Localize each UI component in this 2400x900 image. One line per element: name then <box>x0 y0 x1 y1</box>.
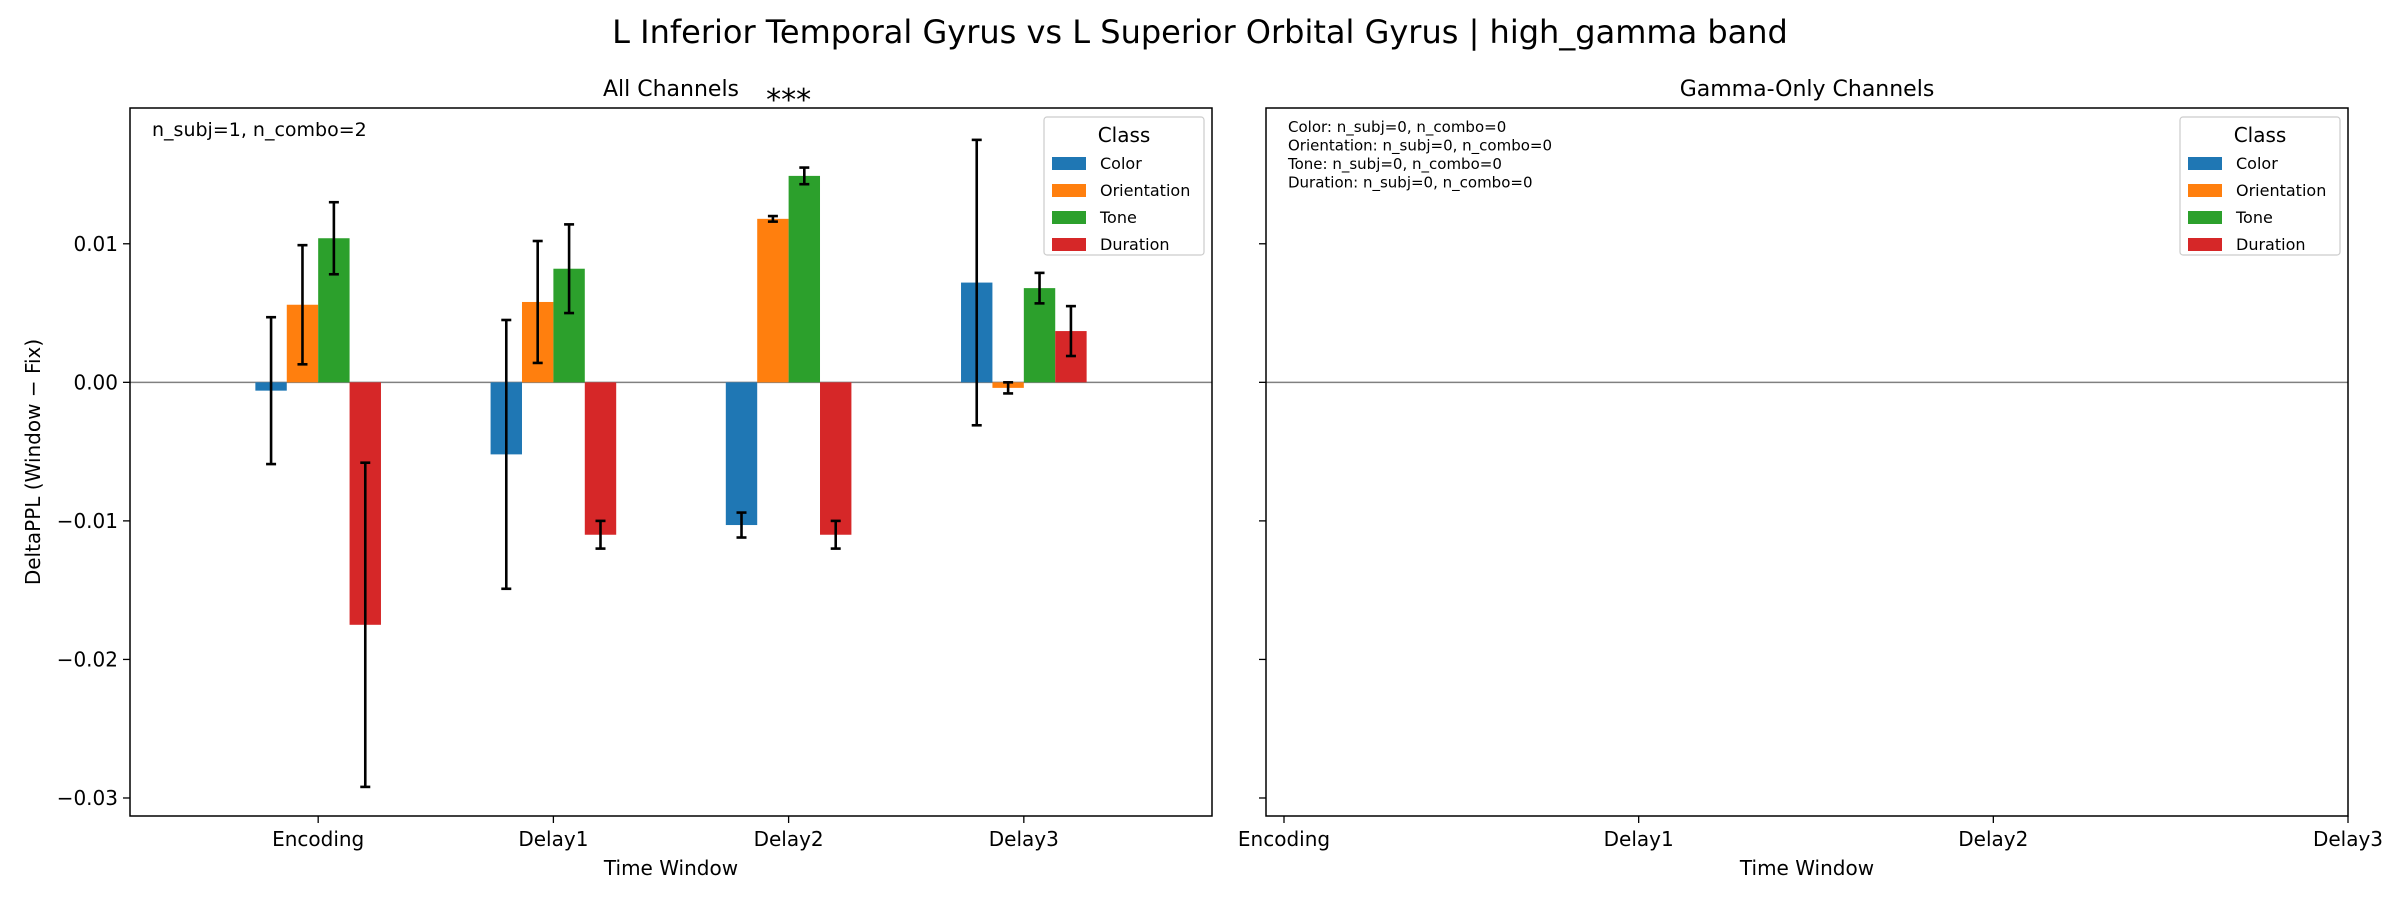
panel-annotation: n_subj=1, n_combo=2 <box>152 119 367 141</box>
axes-frame <box>129 107 1213 817</box>
legend-label-duration: Duration <box>2236 235 2306 254</box>
bar-duration <box>584 382 617 535</box>
x-tick-label: Delay3 <box>989 827 1059 851</box>
legend-swatch-color <box>1052 157 1086 170</box>
x-tick-label: Encoding <box>272 827 364 851</box>
legend-label-orientation: Orientation <box>2236 181 2326 200</box>
x-tick-label: Encoding <box>1238 827 1330 851</box>
panel-annotation-line: Orientation: n_subj=0, n_combo=0 <box>1288 137 1552 156</box>
legend-swatch-tone <box>1052 211 1086 224</box>
y-tick-label: 0.00 <box>73 370 118 394</box>
x-tick-label: Delay3 <box>2313 827 2383 851</box>
legend-label-color: Color <box>2236 154 2278 173</box>
legend-title: Class <box>2234 123 2287 147</box>
bar-color <box>725 382 758 526</box>
right-panel-gamma-only-channels: Gamma-Only Channels Encoding Delay1 Delay2 D… <box>1238 77 2383 880</box>
legend-swatch-tone <box>2188 211 2222 224</box>
legend-label-tone: Tone <box>2235 208 2273 227</box>
legend-label-tone: Tone <box>1099 208 1137 227</box>
legend-swatch-duration <box>2188 238 2222 251</box>
y-tick-label: −0.02 <box>57 647 118 671</box>
legend-title: Class <box>1098 123 1151 147</box>
x-axis-label: Time Window <box>1739 856 1874 880</box>
y-axis-label: DeltaPPL (Window − Fix) <box>21 339 45 585</box>
legend-label-color: Color <box>1100 154 1142 173</box>
x-tick-label: Delay1 <box>1604 827 1674 851</box>
legend-swatch-color <box>2188 157 2222 170</box>
x-axis-label: Time Window <box>603 856 738 880</box>
legend-label-orientation: Orientation <box>1100 181 1190 200</box>
left-panel-all-channels: All Channels Encoding Delay1 Delay2 Delay3 Ti… <box>21 77 1213 880</box>
legend: Class Color Orientation Tone Duration <box>1043 116 1205 256</box>
y-tick-label: 0.01 <box>73 232 118 256</box>
legend-swatch-duration <box>1052 238 1086 251</box>
panel-annotation-line: Color: n_subj=0, n_combo=0 <box>1288 118 1506 137</box>
legend-label-duration: Duration <box>1100 235 1170 254</box>
legend: Class Color Orientation Tone Duration <box>2179 116 2341 256</box>
panel-annotation-line: Tone: n_subj=0, n_combo=0 <box>1287 155 1502 174</box>
figure-suptitle: L Inferior Temporal Gyrus vs L Superior … <box>612 13 1788 51</box>
bar-orientation <box>757 218 789 383</box>
panel-title: Gamma-Only Channels <box>1680 77 1935 102</box>
x-tick-label: Delay2 <box>754 827 824 851</box>
significance-marker: *** <box>766 83 811 118</box>
bar-tone <box>788 175 821 383</box>
panel-annotation-line: Duration: n_subj=0, n_combo=0 <box>1288 174 1533 193</box>
legend-swatch-orientation <box>1052 184 1086 197</box>
axes-frame <box>1265 107 2349 817</box>
y-tick-label: −0.01 <box>57 509 118 533</box>
bar-duration <box>820 382 852 535</box>
x-tick-label: Delay2 <box>1958 827 2028 851</box>
legend-swatch-orientation <box>2188 184 2222 197</box>
panel-title: All Channels <box>603 77 739 102</box>
x-tick-label: Delay1 <box>518 827 588 851</box>
y-tick-label: −0.03 <box>57 786 118 810</box>
